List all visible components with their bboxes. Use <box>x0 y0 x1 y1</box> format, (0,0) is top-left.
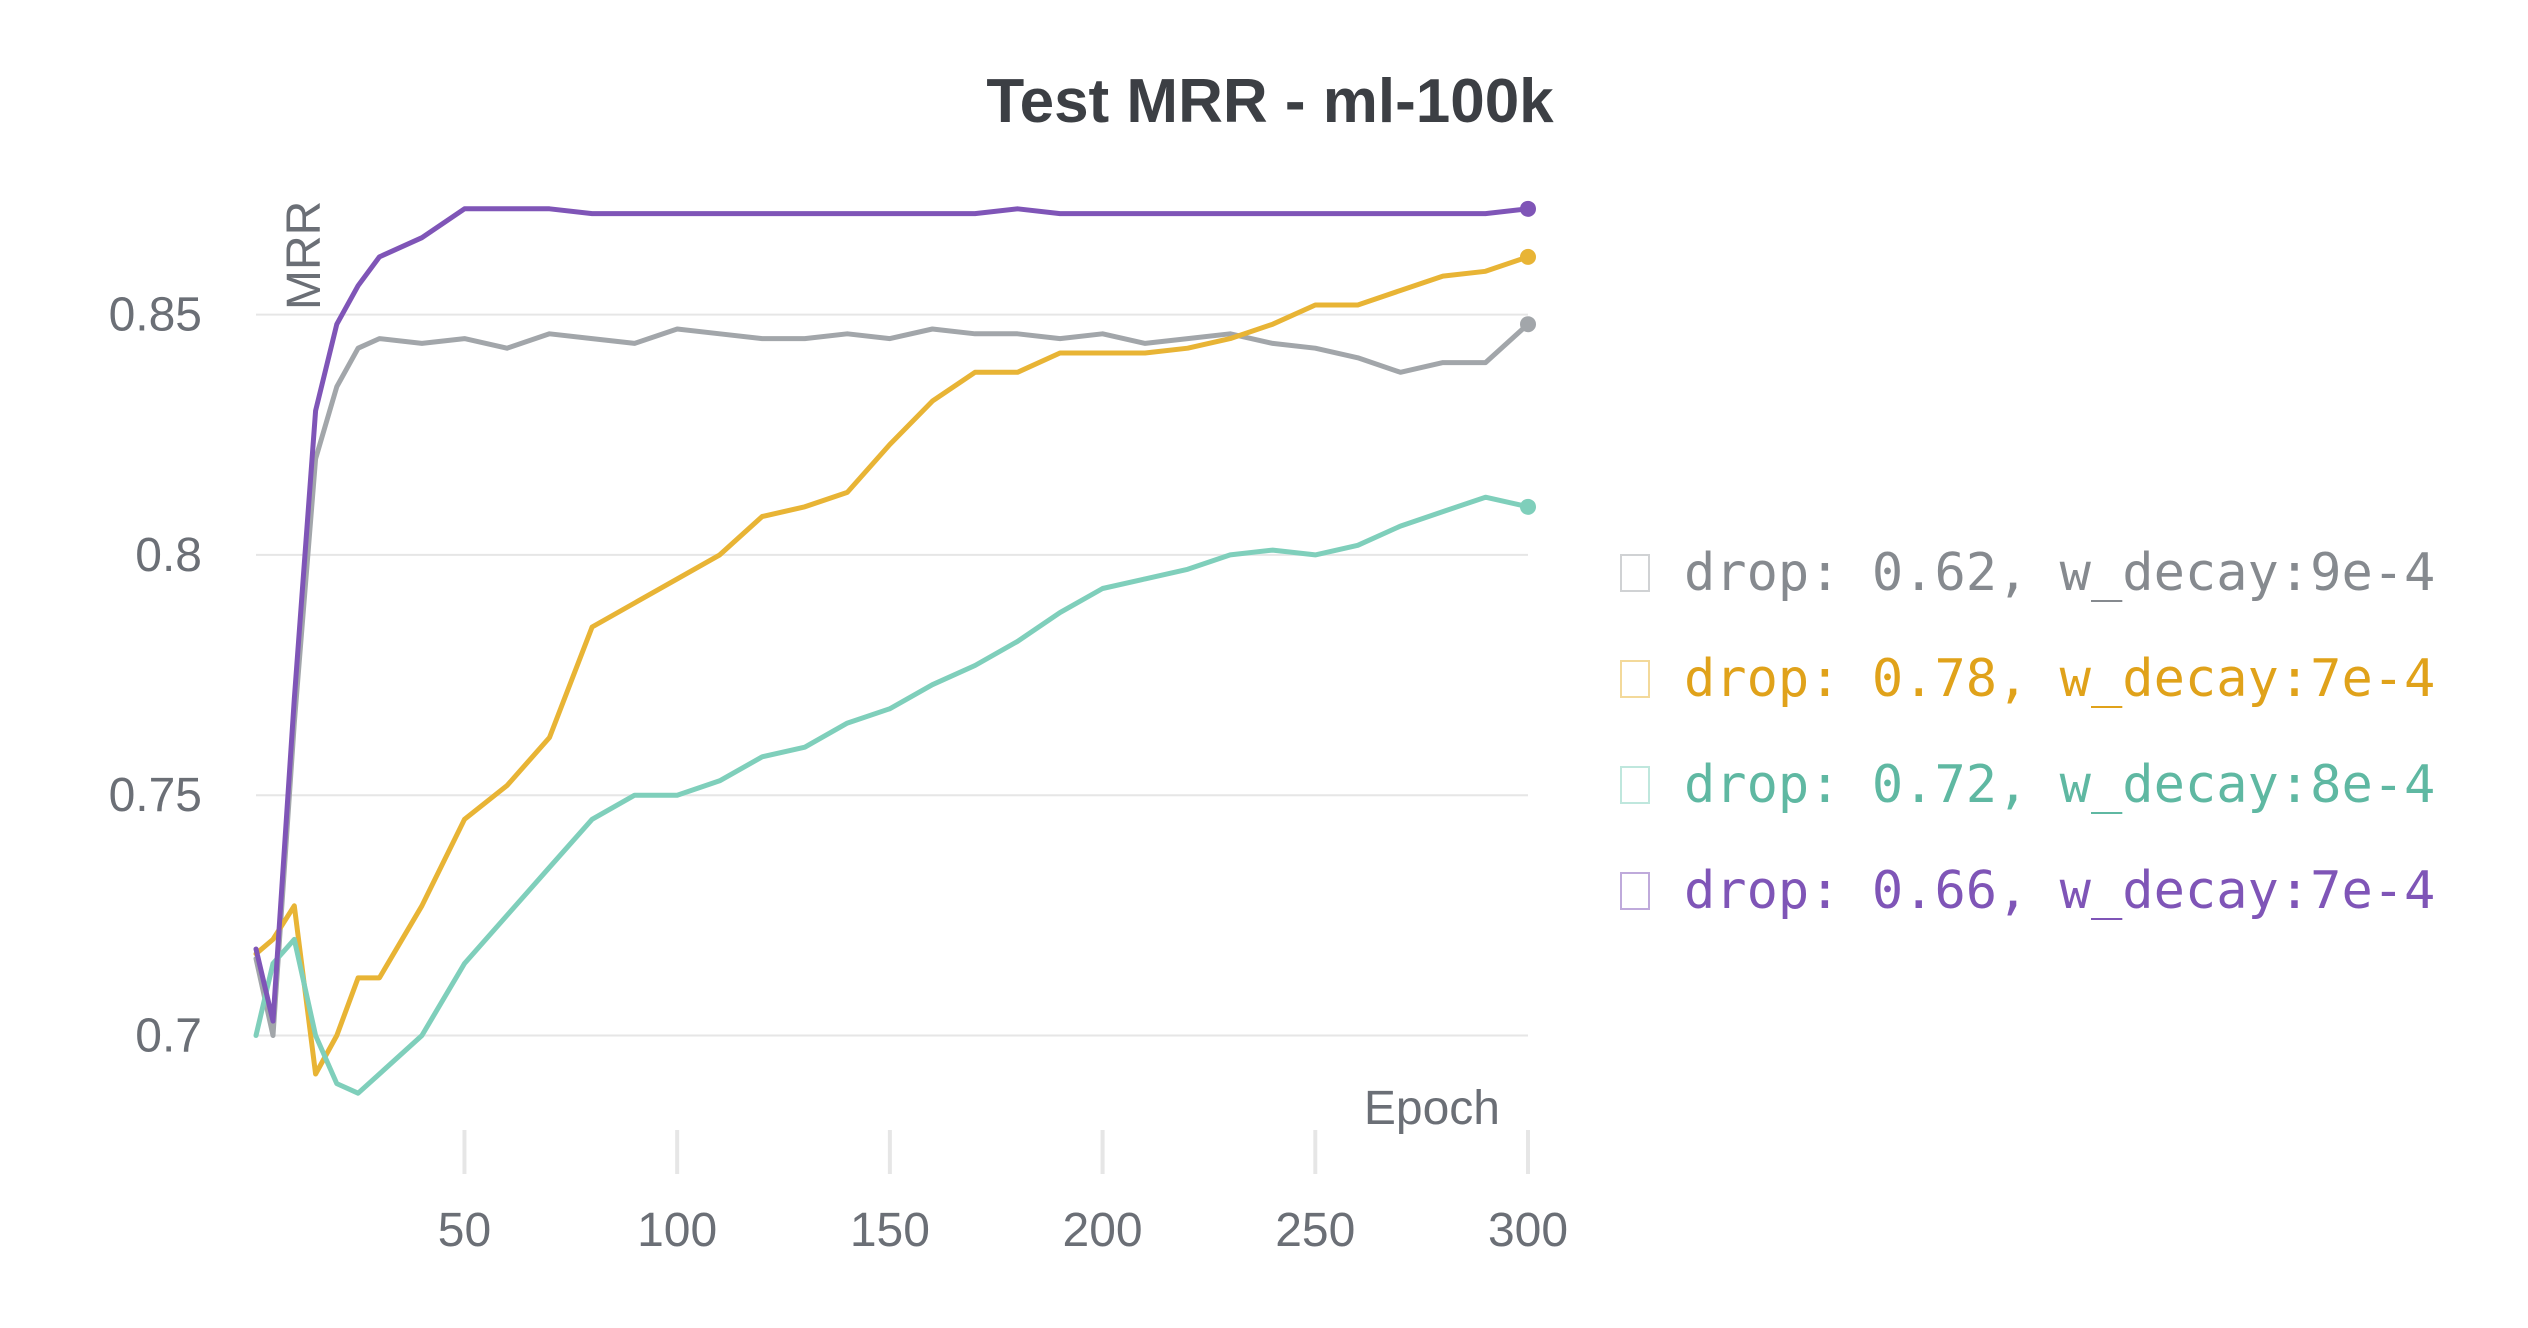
grid-lines <box>256 313 1528 1037</box>
legend-swatch-icon <box>1620 766 1650 804</box>
x-tick-label: 250 <box>1275 1204 1355 1257</box>
chart-title: Test MRR - ml-100k <box>986 67 1554 136</box>
series-line-0 <box>253 321 1531 1038</box>
legend-label: drop: 0.62, w_decay:9e-4 <box>1684 543 2436 603</box>
y-tick-label: 0.8 <box>135 529 202 582</box>
y-tick-label: 0.85 <box>109 289 202 342</box>
y-tick-label: 0.7 <box>135 1010 202 1063</box>
x-tick-label: 100 <box>637 1204 717 1257</box>
x-tick-label: 150 <box>850 1204 930 1257</box>
legend-label: drop: 0.66, w_decay:7e-4 <box>1684 861 2436 921</box>
series-end-point-2 <box>1520 498 1536 515</box>
series-end-point-1 <box>1520 248 1536 265</box>
legend-label: drop: 0.78, w_decay:7e-4 <box>1684 649 2436 709</box>
series-line-2 <box>253 494 1531 1096</box>
legend: drop: 0.62, w_decay:9e-4 drop: 0.78, w_de… <box>1620 520 2520 944</box>
x-axis-ticks: 50 100 150 200 250 300 <box>438 1130 1568 1257</box>
legend-item-0[interactable]: drop: 0.62, w_decay:9e-4 <box>1620 520 2520 626</box>
legend-swatch-icon <box>1620 872 1650 910</box>
legend-swatch-icon <box>1620 554 1650 592</box>
y-axis-label: MRR <box>278 201 331 310</box>
x-tick-label: 300 <box>1488 1204 1568 1257</box>
series-line-1 <box>253 254 1531 1077</box>
legend-item-3[interactable]: drop: 0.66, w_decay:7e-4 <box>1620 838 2520 944</box>
legend-item-2[interactable]: drop: 0.72, w_decay:8e-4 <box>1620 732 2520 838</box>
y-tick-label: 0.75 <box>109 769 202 822</box>
series-lines <box>253 200 1536 1096</box>
legend-item-1[interactable]: drop: 0.78, w_decay:7e-4 <box>1620 626 2520 732</box>
x-tick-label: 200 <box>1063 1204 1143 1257</box>
series-line-3 <box>253 206 1531 1024</box>
x-tick-label: 50 <box>438 1204 491 1257</box>
y-axis-ticks: 0.7 0.75 0.8 0.85 <box>109 289 202 1063</box>
legend-label: drop: 0.72, w_decay:8e-4 <box>1684 755 2436 815</box>
series-end-point-3 <box>1520 200 1536 217</box>
series-end-point-0 <box>1520 316 1536 333</box>
x-axis-label: Epoch <box>1364 1082 1500 1135</box>
legend-swatch-icon <box>1620 660 1650 698</box>
